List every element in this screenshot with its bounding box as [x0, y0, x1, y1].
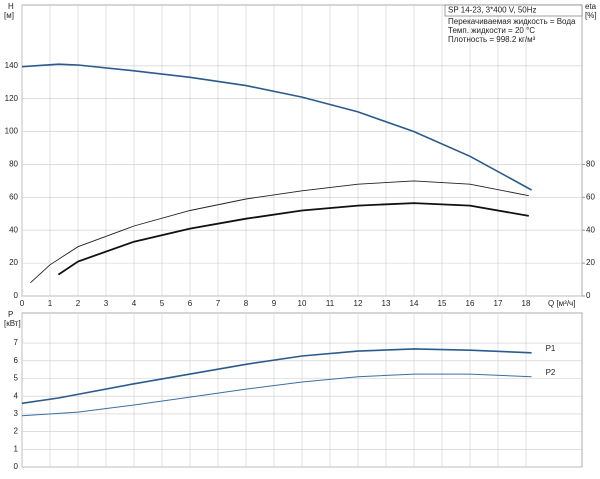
y-tick-label: 20 — [9, 258, 18, 267]
y-tick-label: 6 — [14, 356, 19, 365]
y-axis-unit: [м] — [4, 11, 14, 20]
x-tick-label: 17 — [494, 299, 503, 308]
curve — [21, 63, 532, 191]
y-tick-label: 60 — [9, 192, 18, 201]
info-line: Темп. жидкости = 20 °C — [448, 26, 535, 35]
x-tick-label: 16 — [466, 299, 475, 308]
y-tick-label: 140 — [5, 61, 19, 70]
x-tick-label: 2 — [76, 299, 81, 308]
series-label: P1 — [546, 344, 556, 353]
curve — [57, 202, 529, 276]
y-tick-label: 80 — [9, 160, 18, 169]
x-tick-label: 9 — [272, 299, 277, 308]
y2-axis-unit: [%] — [585, 11, 597, 20]
y-tick-label: 0 — [14, 462, 19, 471]
x-tick-label: 11 — [326, 299, 335, 308]
y-tick-label: 1 — [14, 444, 19, 453]
y-tick-label: 5 — [14, 374, 19, 383]
y-tick-label: 3 — [14, 409, 19, 418]
x-tick-label: 13 — [382, 299, 391, 308]
y-axis-label: H — [8, 2, 14, 11]
info-line: Плотность = 998.2 кг/м³ — [448, 35, 536, 44]
info-box — [444, 4, 583, 17]
y2-tick-label: 80 — [586, 160, 595, 169]
y2-tick-label: 0 — [586, 291, 591, 300]
x-tick-label: 1 — [48, 299, 53, 308]
series-label: P2 — [546, 368, 556, 377]
y-tick-label: 120 — [5, 94, 19, 103]
y-tick-label: 4 — [14, 391, 19, 400]
x-tick-label: 0 — [20, 299, 25, 308]
x-tick-label: 15 — [438, 299, 447, 308]
info-line: Перекачиваемая жидкость = Вода — [448, 17, 576, 26]
x-tick-label: 5 — [160, 299, 165, 308]
x-tick-label: 8 — [244, 299, 249, 308]
curve — [30, 180, 529, 284]
y-tick-label: 40 — [9, 225, 18, 234]
x-tick-label: 18 — [522, 299, 531, 308]
y-tick-label: 100 — [5, 127, 19, 136]
y2-tick-label: 20 — [586, 258, 595, 267]
x-tick-label: 6 — [188, 299, 193, 308]
x-tick-label: 12 — [354, 299, 363, 308]
curve — [21, 348, 532, 405]
x-tick-label: 4 — [132, 299, 137, 308]
y-tick-label: 7 — [14, 338, 19, 347]
x-tick-label: 10 — [298, 299, 307, 308]
x-axis-label: Q [м³/ч] — [548, 299, 575, 308]
y-axis-label: P — [8, 310, 13, 319]
y-axis-unit: [кВт] — [4, 319, 21, 328]
info-title: SP 14-23, 3*400 V, 50Hz — [448, 6, 537, 15]
y-tick-label: 0 — [14, 291, 19, 300]
y2-axis-label: eta — [585, 2, 597, 11]
y-tick-label: 2 — [14, 427, 19, 436]
curve — [21, 373, 532, 417]
x-tick-label: 7 — [216, 299, 221, 308]
y2-tick-label: 40 — [586, 225, 595, 234]
y2-tick-label: 60 — [586, 192, 595, 201]
x-tick-label: 3 — [104, 299, 109, 308]
x-tick-label: 14 — [410, 299, 419, 308]
